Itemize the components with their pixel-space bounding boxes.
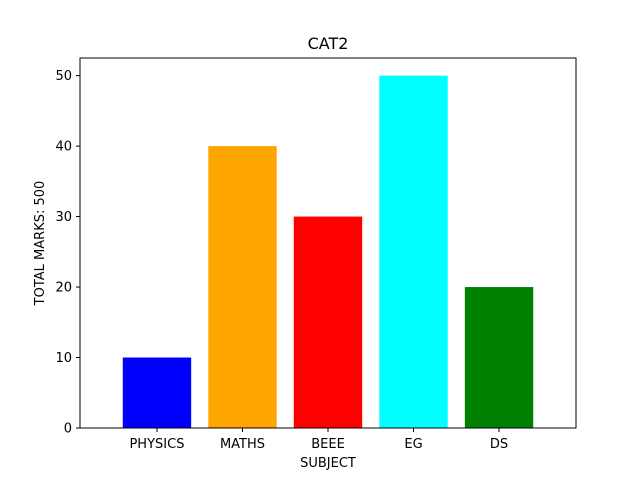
bar-beee [293,216,363,428]
bar-eg [379,75,448,429]
chart-title: CAT2 [308,34,349,53]
y-axis-ticks: 0 10 20 30 40 50 [55,69,80,437]
y-tick-label: 0 [64,422,72,437]
plot-frame [79,57,577,429]
y-tick-label: 50 [55,69,72,84]
x-axis-label: SUBJECT [300,456,356,471]
y-tick-label: 20 [55,281,72,296]
bar-ds [464,287,534,428]
bars-group [122,75,534,429]
y-tick-label: 30 [55,210,72,225]
y-tick-label: 40 [55,140,72,155]
y-tick-label: 10 [55,351,72,366]
y-axis-label: TOTAL MARKS: 500 [33,181,48,307]
bar-physics [122,357,192,428]
x-tick-label-eg: EG [404,437,422,452]
x-tick-label-physics: PHYSICS [129,437,184,452]
x-axis-ticks: PHYSICS MATHS BEEE EG DS [129,428,508,452]
x-tick-label-beee: BEEE [311,437,345,452]
bar-maths [208,146,277,428]
x-tick-label-ds: DS [490,437,508,452]
x-tick-label-maths: MATHS [220,437,265,452]
